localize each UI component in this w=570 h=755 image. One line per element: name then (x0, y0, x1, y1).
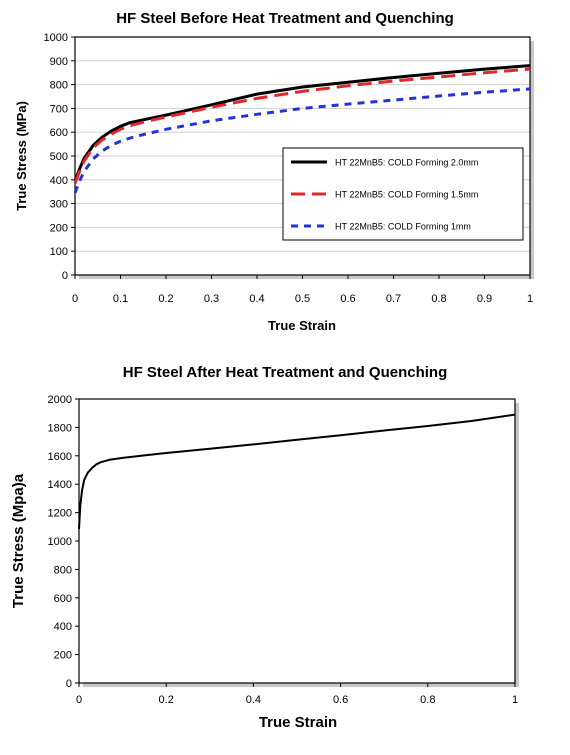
x-tick-label: 0 (76, 694, 82, 706)
x-tick-label: 0.2 (158, 293, 173, 305)
series-line-2 (73, 67, 531, 184)
x-tick-label: 0.2 (159, 694, 174, 706)
x-tick-label: 0.9 (477, 293, 492, 305)
chart1-x-axis-label: True Strain (268, 318, 336, 333)
y-tick-label: 900 (50, 56, 68, 68)
y-tick-label: 1000 (48, 536, 72, 548)
y-tick-label: 600 (54, 593, 72, 605)
x-tick-label: 0 (72, 293, 78, 305)
y-tick-label: 1200 (48, 508, 72, 520)
x-tick-label: 0.6 (340, 293, 355, 305)
legend-label-3: HT 22MnB5: COLD Forming 1mm (335, 222, 471, 232)
x-tick-label: 0.4 (249, 293, 264, 305)
chart2-y-axis-label: True Stress (Mpa)a (10, 473, 27, 608)
series-line-1 (73, 64, 531, 182)
y-tick-label: 0 (62, 270, 68, 282)
chart2-x-axis-label: True Strain (259, 714, 337, 731)
y-tick-label: 200 (54, 650, 72, 662)
x-tick-label: 0.8 (420, 694, 435, 706)
x-tick-label: 0.3 (204, 293, 219, 305)
y-tick-label: 400 (50, 175, 68, 187)
y-tick-label: 2000 (48, 394, 72, 406)
x-tick-label: 0.4 (246, 694, 261, 706)
chart1-y-axis-label: True Stress (MPa) (14, 101, 29, 211)
y-tick-label: 300 (50, 199, 68, 211)
x-tick-label: 1 (527, 293, 533, 305)
y-tick-label: 800 (54, 564, 72, 576)
x-tick-label: 0.6 (333, 694, 348, 706)
x-tick-label: 0.5 (295, 293, 310, 305)
x-tick-label: 0.7 (386, 293, 401, 305)
legend-label-2: HT 22MnB5: COLD Forming 1.5mm (335, 190, 478, 200)
x-tick-label: 1 (512, 694, 518, 706)
series-line-3 (73, 87, 531, 194)
y-tick-label: 100 (50, 246, 68, 258)
chart2-title: HF Steel After Heat Treatment and Quench… (123, 364, 448, 381)
y-tick-label: 1400 (48, 479, 72, 491)
x-tick-label: 0.1 (113, 293, 128, 305)
series-line-1 (78, 413, 516, 529)
y-tick-label: 700 (50, 103, 68, 115)
legend-label-1: HT 22MnB5: COLD Forming 2.0mm (335, 158, 478, 168)
chart1-plot: 0 100 200 300 400 500 600 700 800 900 1000 0 0.1 0.2 0… (44, 32, 534, 305)
y-tick-label: 600 (50, 127, 68, 139)
y-tick-label: 1600 (48, 451, 72, 463)
y-tick-label: 800 (50, 80, 68, 92)
y-tick-label: 200 (50, 222, 68, 234)
chart1-title: HF Steel Before Heat Treatment and Quenc… (116, 10, 454, 27)
y-tick-label: 500 (50, 151, 68, 163)
y-tick-label: 400 (54, 621, 72, 633)
y-tick-label: 1000 (44, 32, 68, 44)
y-tick-label: 1800 (48, 422, 72, 434)
x-tick-label: 0.8 (431, 293, 446, 305)
y-tick-label: 0 (66, 678, 72, 690)
chart2-plot: 0 200 400 600 800 1000 1200 1400 1600 1800 2000 0 0.… (48, 394, 519, 706)
plot-background (79, 399, 515, 683)
